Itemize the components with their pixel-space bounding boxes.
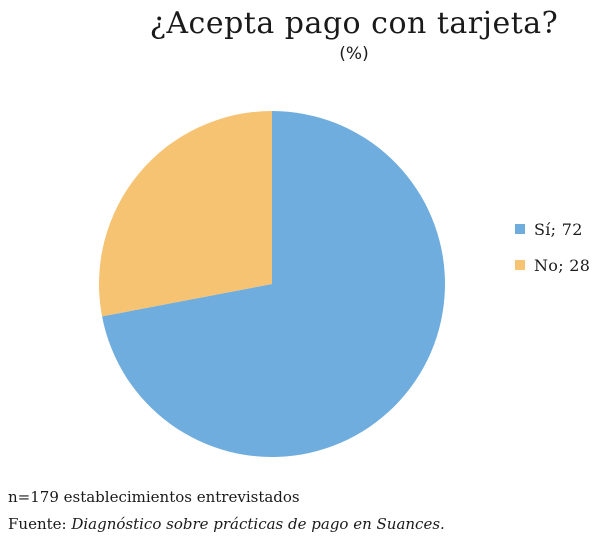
source-title: Diagnóstico sobre prácticas de pago en S… [71,515,445,533]
legend-label-no: No; 28 [534,255,591,275]
legend-label-si: Sí; 72 [534,219,583,239]
legend-item-si: Sí; 72 [515,218,590,240]
legend-item-no: No; 28 [515,254,590,276]
pie-slice-si [102,111,446,458]
legend-swatch-si [515,224,525,234]
source-prefix: Fuente: [8,515,72,533]
legend-swatch-no [515,260,525,270]
source-note: Fuente: Diagnóstico sobre prácticas de p… [8,515,445,533]
chart-legend: Sí; 72 No; 28 [515,218,590,290]
chart-subtitle: (%) [339,44,369,64]
pie-slice-no [98,111,272,317]
sample-note: n=179 establecimientos entrevistados [8,488,300,506]
chart-title: ¿Acepta pago con tarjeta? [149,6,559,41]
